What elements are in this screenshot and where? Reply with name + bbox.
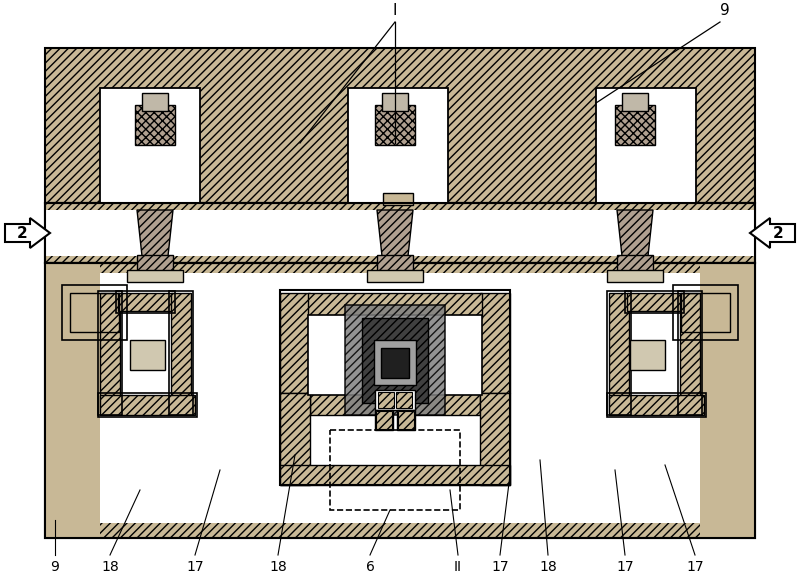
Text: II: II <box>454 560 462 574</box>
Bar <box>130 340 165 370</box>
Bar <box>700 263 755 538</box>
Text: 9: 9 <box>720 3 730 18</box>
Bar <box>375 390 415 410</box>
Bar <box>412 393 480 415</box>
Bar <box>45 203 755 263</box>
Bar <box>45 203 755 263</box>
Text: 18: 18 <box>539 560 557 574</box>
Bar <box>100 273 700 523</box>
Bar <box>615 105 655 145</box>
Bar <box>596 88 696 203</box>
Bar <box>45 210 755 256</box>
Bar <box>673 285 738 340</box>
Text: 17: 17 <box>491 560 509 574</box>
Bar <box>45 263 100 538</box>
Bar <box>310 393 378 415</box>
Polygon shape <box>137 210 173 256</box>
Bar <box>630 340 665 370</box>
Bar <box>375 105 415 145</box>
Bar <box>116 291 175 313</box>
Polygon shape <box>377 210 413 256</box>
Bar <box>98 393 197 417</box>
Bar <box>383 193 413 205</box>
Bar <box>678 291 702 415</box>
Bar <box>135 105 175 145</box>
Bar <box>308 293 482 318</box>
Bar <box>348 88 448 203</box>
Bar <box>398 411 414 429</box>
Bar <box>375 410 393 430</box>
Bar <box>62 285 127 340</box>
Bar <box>622 93 648 111</box>
Bar <box>45 263 755 538</box>
Text: 6: 6 <box>366 560 374 574</box>
Text: 2: 2 <box>17 226 27 241</box>
Bar <box>280 293 310 393</box>
Bar <box>280 465 510 485</box>
Text: 2: 2 <box>773 226 783 241</box>
Bar <box>374 340 416 385</box>
Bar <box>607 291 631 415</box>
Bar <box>367 270 423 282</box>
Bar <box>142 93 168 111</box>
Bar <box>378 392 394 408</box>
Bar <box>362 318 428 403</box>
Polygon shape <box>5 218 50 248</box>
Text: 9: 9 <box>50 560 59 574</box>
Bar <box>627 293 682 311</box>
Bar <box>45 263 755 538</box>
Bar <box>280 290 510 485</box>
Text: 18: 18 <box>101 560 119 574</box>
Bar <box>625 291 684 313</box>
Bar <box>310 317 390 393</box>
Bar <box>72 295 117 330</box>
Bar <box>100 395 195 415</box>
Bar <box>345 305 445 415</box>
Bar <box>100 88 200 203</box>
Bar <box>45 48 755 203</box>
Bar <box>607 270 663 282</box>
Bar <box>397 410 415 430</box>
Bar <box>681 293 730 332</box>
Bar <box>377 255 413 273</box>
Bar <box>280 393 310 485</box>
Bar <box>382 93 408 111</box>
Bar <box>480 393 510 485</box>
Bar <box>609 293 629 413</box>
Bar <box>480 293 510 393</box>
Bar <box>171 293 191 413</box>
Bar <box>330 430 460 510</box>
Text: 17: 17 <box>686 560 704 574</box>
Bar <box>100 293 120 413</box>
Text: I: I <box>393 3 398 18</box>
Bar <box>683 295 728 330</box>
Bar <box>308 315 482 395</box>
Bar <box>70 293 119 332</box>
Bar <box>400 317 480 393</box>
Bar <box>98 291 122 415</box>
Polygon shape <box>750 218 795 248</box>
Bar <box>169 291 193 415</box>
Bar <box>137 255 173 273</box>
Text: 17: 17 <box>186 560 204 574</box>
Bar <box>617 255 653 273</box>
Bar <box>381 348 409 378</box>
Bar <box>680 293 700 413</box>
Bar <box>607 393 706 417</box>
Bar <box>609 395 704 415</box>
Bar <box>396 392 412 408</box>
Bar <box>376 411 392 429</box>
Text: 18: 18 <box>269 560 287 574</box>
Polygon shape <box>617 210 653 256</box>
Text: 17: 17 <box>616 560 634 574</box>
Bar <box>118 293 173 311</box>
Bar <box>127 270 183 282</box>
